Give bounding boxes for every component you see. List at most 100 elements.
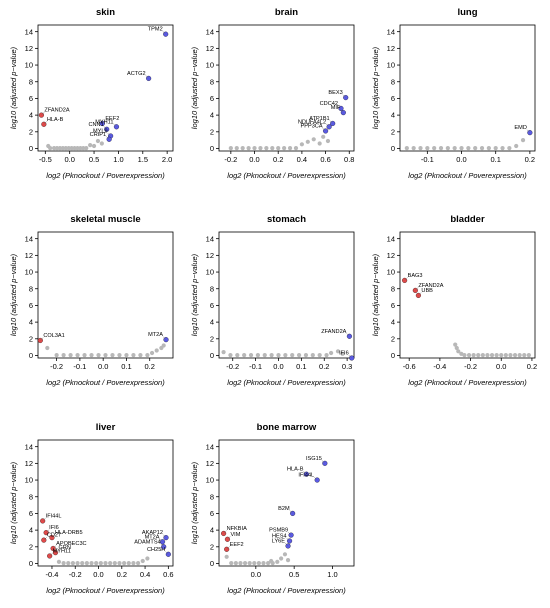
y-tick-label: 4: [29, 111, 33, 120]
y-tick-label: 2: [210, 542, 214, 551]
data-point: [499, 352, 504, 358]
data-point: [418, 145, 423, 151]
y-tick-label: 6: [210, 509, 214, 518]
data-point: [126, 560, 131, 566]
data-point: [517, 352, 522, 358]
data-point: [98, 560, 103, 566]
panel-title: skeletal muscle: [70, 214, 140, 225]
data-point: [466, 352, 472, 358]
label-leader: [160, 543, 164, 547]
label-leader: [102, 120, 106, 124]
data-point: [145, 556, 150, 561]
data-point: [61, 560, 66, 566]
label-leader: [165, 551, 169, 555]
y-tick-label: 10: [206, 268, 214, 277]
panel-bone-marrow: bone marrow 0 2 4 6 8 10 12 14 0.0 0.5 1.0 log2 (Pkn…: [190, 422, 355, 595]
label-leader: [303, 471, 307, 475]
point-label: TPM2: [148, 27, 163, 33]
label-leader: [43, 536, 47, 541]
y-tick-label: 14: [206, 27, 214, 36]
point-label: HES4: [272, 533, 287, 539]
panel-title: bone marrow: [257, 422, 317, 433]
x-tick-label: 0.0: [64, 155, 74, 164]
data-point: [514, 143, 519, 149]
y-tick-label: 10: [25, 61, 33, 70]
panel-title: stomach: [267, 214, 306, 225]
data-point: [94, 560, 99, 566]
x-axis-label: log2 (Pknockout / Poverexpression): [227, 586, 346, 595]
data-point: [110, 352, 115, 358]
label-leader: [286, 537, 290, 542]
y-tick-label: 8: [210, 284, 214, 293]
x-tick-label: 0.2: [527, 362, 537, 371]
data-point: [69, 145, 74, 151]
y-tick-label: 4: [391, 318, 395, 327]
label-leader: [51, 534, 56, 538]
data-point: [75, 560, 80, 566]
label-leader: [415, 287, 419, 291]
x-tick-label: -0.6: [403, 362, 416, 371]
panel-title: lung: [457, 7, 477, 18]
y-tick-label: 14: [206, 442, 214, 451]
data-point: [140, 558, 145, 564]
y-tick-label: 6: [29, 509, 33, 518]
label-leader: [223, 530, 227, 534]
x-tick-label: 0.0: [249, 155, 259, 164]
y-tick-label: 14: [206, 234, 214, 243]
label-leader: [43, 121, 47, 125]
x-tick-label: 1.0: [327, 570, 337, 579]
data-point: [149, 350, 155, 356]
data-point: [275, 559, 280, 564]
data-point: [108, 560, 113, 566]
y-tick-label: 12: [25, 251, 33, 260]
data-point: [228, 352, 233, 358]
data-point: [493, 145, 498, 151]
data-point: [84, 560, 89, 566]
panel-bladder: bladder 0 2 4 6 8 10 12 14 -0.6 -0.4 -0.2 0.0 0.2log2…: [371, 214, 537, 387]
plot-frame: [218, 24, 355, 152]
y-tick-label: 2: [29, 127, 33, 136]
data-point: [78, 145, 83, 151]
data-point: [135, 560, 141, 566]
point-label: EEF2: [105, 116, 119, 122]
point-label: VIM: [230, 532, 240, 538]
y-tick-label: 0: [210, 351, 214, 360]
data-point: [234, 145, 239, 151]
data-point: [473, 145, 478, 151]
panel-title: skin: [96, 7, 115, 18]
label-leader: [404, 277, 408, 281]
x-tick-label: 0.1: [490, 155, 500, 164]
x-tick-label: 0.0: [456, 155, 466, 164]
x-axis-label: log2 (Pknockout / Poverexpression): [408, 378, 527, 387]
point-label: ADAMTS4: [134, 539, 160, 545]
data-point: [256, 560, 261, 566]
x-tick-label: -0.2: [50, 362, 63, 371]
y-tick-label: 8: [29, 77, 33, 86]
y-tick-label: 10: [206, 61, 214, 70]
y-tick-label: 8: [391, 77, 395, 86]
data-point: [262, 352, 267, 358]
data-point: [233, 560, 238, 566]
y-axis-label: log10 (adjusted p−value): [9, 253, 18, 336]
point-label: IFI6: [49, 525, 59, 531]
data-point: [91, 143, 97, 149]
point-label: ZFAND2A: [44, 108, 69, 114]
y-tick-label: 10: [25, 268, 33, 277]
x-tick-label: 0.0: [273, 362, 283, 371]
x-tick-label: 0.1: [121, 362, 131, 371]
data-point: [70, 560, 76, 566]
y-tick-label: 2: [210, 334, 214, 343]
data-point: [228, 145, 233, 151]
y-axis-label: log10 (adjusted p−value): [371, 46, 380, 129]
data-point: [269, 352, 274, 358]
y-tick-label: 8: [391, 284, 395, 293]
data-point: [61, 352, 66, 358]
label-leader: [314, 476, 318, 481]
x-tick-label: 0.4: [140, 570, 150, 579]
x-tick-label: 0.6: [320, 155, 330, 164]
y-tick-label: 10: [206, 476, 214, 485]
data-point: [476, 352, 481, 358]
point-label: MIF: [331, 105, 341, 111]
data-point: [329, 350, 334, 356]
data-point: [103, 352, 108, 358]
